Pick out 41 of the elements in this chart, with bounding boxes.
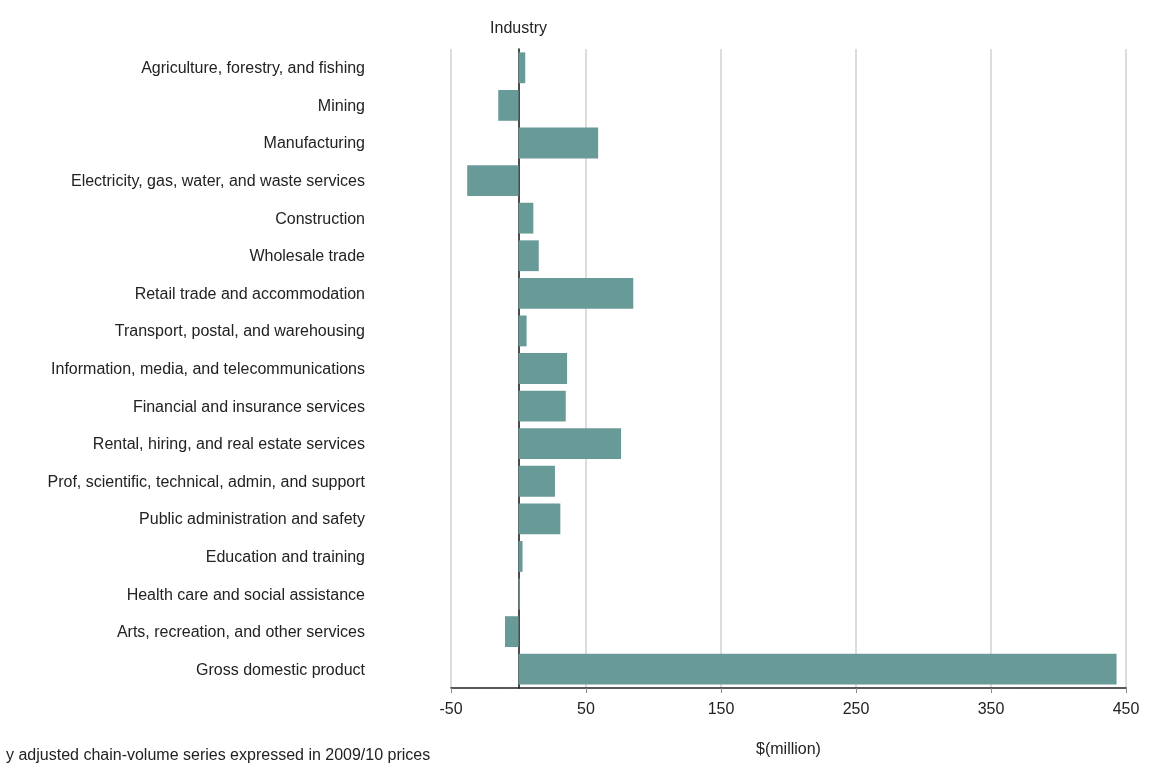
x-axis-title: $(million): [756, 739, 821, 757]
x-tick-label: -50: [439, 699, 463, 717]
y-tick-label: Prof, scientific, technical, admin, and support: [47, 472, 366, 490]
bar: [518, 653, 1117, 685]
bar: [518, 127, 599, 159]
y-tick-label: Public administration and safety: [139, 510, 365, 528]
bar: [518, 315, 527, 347]
bar: [518, 428, 622, 460]
y-tick-label: Health care and social assistance: [126, 585, 366, 603]
x-tick-label: 50: [577, 699, 595, 717]
bar: [518, 353, 568, 384]
y-tick-label: Information, media, and telecommunications: [51, 360, 365, 377]
x-tick-label: 450: [1112, 699, 1140, 717]
bar: [518, 240, 539, 272]
y-tick-label: Manufacturing: [263, 134, 365, 152]
y-axis-title: Industry: [490, 18, 547, 36]
bar: [518, 390, 566, 422]
y-tick-label: Retail trade and accommodation: [134, 284, 365, 302]
bar: [518, 202, 534, 234]
y-tick-label: Arts, recreation, and other services: [116, 623, 365, 641]
bar: [498, 89, 519, 121]
y-tick-label: Mining: [317, 96, 365, 114]
y-tick-label: Agriculture, forestry, and fishing: [141, 59, 365, 77]
x-tick-label: 250: [842, 699, 870, 717]
bar: [467, 165, 519, 196]
x-tick-label: 350: [977, 699, 1005, 717]
x-tick-label: 150: [707, 699, 735, 717]
bar: [505, 616, 519, 648]
bar: [518, 465, 555, 497]
y-tick-label: Construction: [275, 209, 365, 227]
bar: [518, 541, 523, 572]
bar: [518, 277, 634, 309]
y-tick-label: Financial and insurance services: [132, 397, 365, 415]
y-tick-label: Gross domestic product: [196, 660, 366, 678]
y-tick-label: Education and training: [205, 547, 365, 565]
y-tick-label: Electricity, gas, water, and waste services: [70, 172, 365, 190]
y-tick-label: Transport, postal, and warehousing: [114, 322, 365, 340]
y-tick-label: Wholesale trade: [249, 247, 366, 265]
text: y adjusted chain-volume series expressed in 2009/10 prices: [6, 745, 431, 763]
y-tick-label: Rental, hiring, and real estate services: [92, 435, 365, 453]
bar: [518, 503, 561, 535]
